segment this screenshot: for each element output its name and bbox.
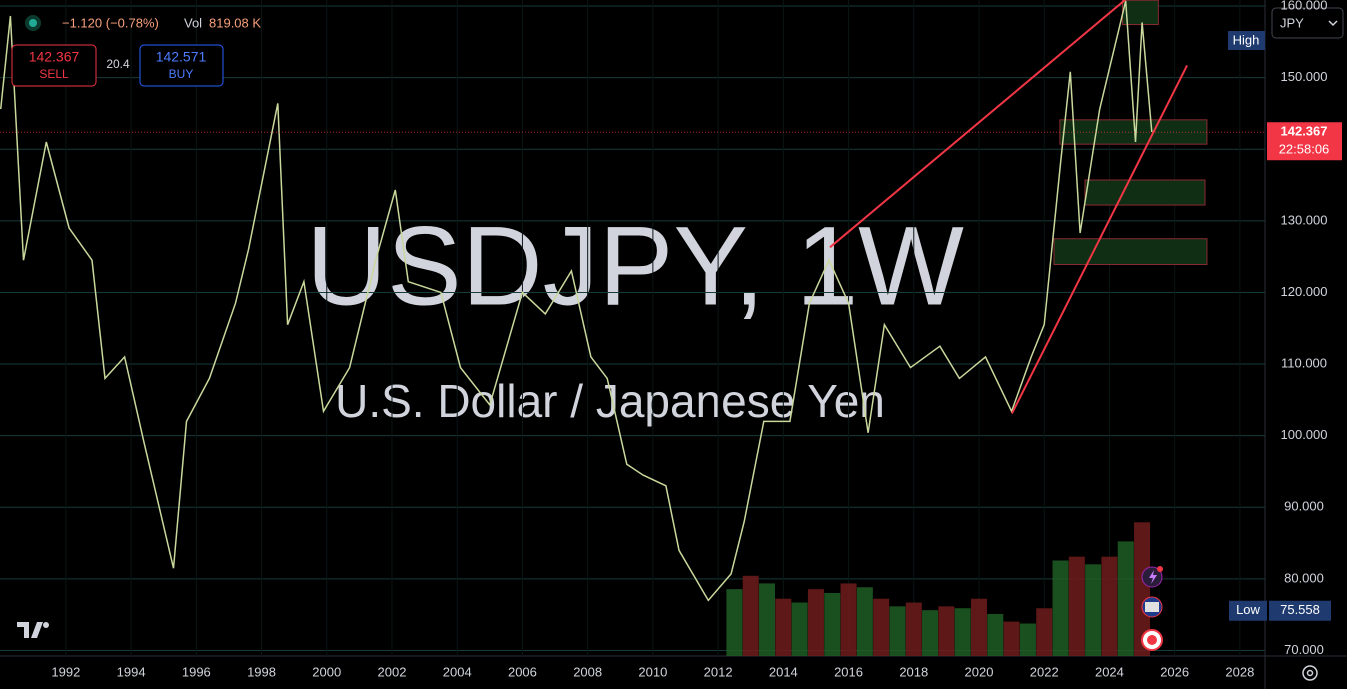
event-badge — [1157, 566, 1163, 572]
status-dot — [29, 19, 37, 27]
y-tick-label: 110.000 — [1281, 355, 1327, 370]
x-tick-label: 1998 — [247, 664, 276, 679]
low-label: Low — [1236, 602, 1260, 617]
x-tick-label: 1992 — [51, 664, 80, 679]
x-tick-label: 1996 — [182, 664, 211, 679]
x-tick-label: 2016 — [834, 664, 863, 679]
volume-bar — [954, 608, 971, 656]
volume-bar — [807, 589, 824, 656]
volume-bar — [840, 583, 857, 656]
dropdown-chevron[interactable] — [1328, 20, 1338, 27]
volume-bar — [1019, 623, 1036, 656]
zone — [1053, 238, 1208, 266]
price-line — [0, 0, 1153, 602]
zone — [1059, 119, 1208, 145]
volume-bar — [1117, 541, 1134, 656]
volume-bar — [1085, 564, 1102, 656]
settings-icon-center[interactable] — [1306, 669, 1314, 677]
volume-bar — [1003, 621, 1020, 656]
y-tick-label: 160.000 — [1281, 0, 1328, 12]
volume-bar — [1036, 608, 1053, 656]
y-tick-label: 80.000 — [1284, 570, 1324, 585]
volume-bar — [905, 602, 922, 656]
volume-bar — [726, 589, 743, 656]
x-tick-label: 2010 — [638, 664, 667, 679]
x-tick-label: 2000 — [312, 664, 341, 679]
x-tick-label: 2018 — [899, 664, 928, 679]
volume-bar — [922, 610, 939, 656]
volume-bar — [1101, 556, 1118, 656]
vol-value: 819.08 K — [209, 15, 261, 30]
currency-dropdown[interactable] — [1271, 7, 1344, 39]
sell-price[interactable]: 142.367 — [29, 49, 80, 65]
buy-label[interactable]: BUY — [169, 67, 194, 81]
logo-dot — [43, 622, 49, 628]
low-value-box — [1269, 600, 1331, 621]
volume-bar — [1052, 560, 1069, 656]
volume-bar — [938, 606, 955, 656]
buy-price[interactable]: 142.571 — [156, 49, 207, 65]
sell-button[interactable] — [11, 44, 97, 87]
volume-bar — [791, 602, 808, 656]
x-tick-label: 2022 — [1030, 664, 1059, 679]
volume-bar — [873, 598, 890, 656]
volume-bar — [742, 575, 759, 656]
price-change: −1.120 (−0.78%) — [62, 15, 159, 30]
x-tick-label: 2024 — [1095, 664, 1124, 679]
volume-bar — [856, 587, 873, 656]
buy-button[interactable] — [139, 44, 224, 87]
watermark-subtitle: U.S. Dollar / Japanese Yen — [335, 375, 885, 427]
spread: 20.4 — [106, 57, 130, 71]
zone — [1084, 179, 1206, 206]
x-tick-label: 2004 — [443, 664, 472, 679]
logo — [17, 622, 43, 638]
volume-bar — [775, 598, 792, 656]
volume-bar — [987, 613, 1004, 656]
volume-bar — [824, 592, 841, 656]
x-tick-label: 2006 — [508, 664, 537, 679]
event-bolt[interactable] — [1149, 570, 1157, 584]
countdown: 22:58:06 — [1279, 142, 1330, 157]
y-tick-label: 150.000 — [1281, 69, 1328, 84]
vol-label: Vol — [184, 15, 202, 30]
volume-bar — [970, 598, 987, 656]
y-tick-label: 70.000 — [1284, 642, 1324, 657]
plot-area — [0, 0, 1265, 656]
low-value: 75.558 — [1280, 602, 1320, 617]
trendline — [1011, 64, 1188, 414]
x-tick-label: 2014 — [769, 664, 798, 679]
last-price-box — [1267, 122, 1342, 161]
y-tick-label: 100.000 — [1281, 427, 1328, 442]
x-tick-label: 2002 — [378, 664, 407, 679]
low-label-box — [1229, 600, 1267, 621]
volume-bar — [1068, 556, 1085, 656]
volume-bar — [1134, 522, 1151, 656]
y-tick-label: 90.000 — [1284, 499, 1324, 514]
trendline — [829, 0, 1127, 249]
x-tick-label: 2028 — [1225, 664, 1254, 679]
volume-bar — [759, 583, 776, 656]
x-tick-label: 2012 — [704, 664, 733, 679]
volume-bar — [889, 606, 906, 656]
high-label-box — [1228, 31, 1265, 50]
zone — [1121, 0, 1159, 26]
watermark-title: USDJPY, 1W — [306, 204, 964, 329]
flag — [1145, 602, 1159, 612]
sell-label[interactable]: SELL — [39, 67, 69, 81]
record-dot — [1147, 635, 1157, 645]
x-tick-label: 2026 — [1160, 664, 1189, 679]
x-tick-label: 2020 — [965, 664, 994, 679]
y-tick-label: 130.000 — [1281, 212, 1328, 227]
currency[interactable]: JPY — [1280, 15, 1304, 30]
last-price: 142.367 — [1281, 124, 1328, 139]
x-tick-label: 2008 — [573, 664, 602, 679]
settings-icon[interactable] — [1302, 665, 1318, 681]
y-tick-label: 120.000 — [1281, 284, 1328, 299]
high-label: High — [1233, 32, 1260, 47]
x-tick-label: 1994 — [117, 664, 146, 679]
